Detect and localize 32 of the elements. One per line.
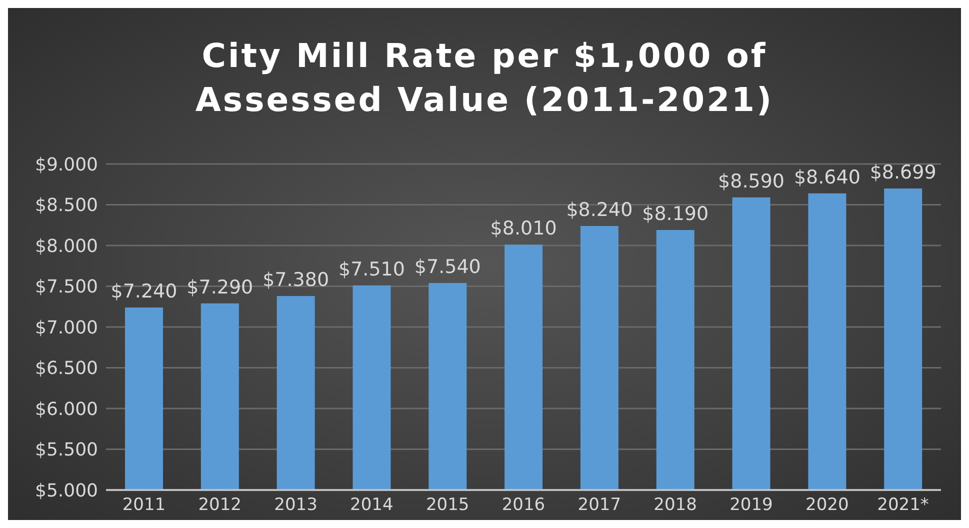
x-tick-label: 2015 bbox=[426, 495, 470, 516]
y-tick-label: $7.500 bbox=[35, 276, 98, 298]
y-tick-label: $6.000 bbox=[35, 398, 98, 420]
y-tick-label: $7.000 bbox=[35, 317, 98, 338]
y-tick-label: $5.500 bbox=[35, 440, 98, 461]
x-tick-label: 2018 bbox=[654, 495, 697, 516]
data-label: $7.380 bbox=[262, 269, 330, 292]
y-tick-label: $8.500 bbox=[35, 195, 98, 216]
x-tick-label: 2017 bbox=[578, 495, 622, 516]
data-label: $8.590 bbox=[718, 170, 785, 192]
x-tick-label: 2021* bbox=[877, 495, 929, 516]
y-tick-label: $9.000 bbox=[35, 154, 98, 176]
data-label: $8.190 bbox=[642, 203, 709, 226]
x-tick-label: 2016 bbox=[502, 495, 546, 516]
data-label: $8.699 bbox=[870, 162, 936, 184]
data-label: $7.290 bbox=[186, 276, 254, 298]
x-tick-label: 2011 bbox=[122, 495, 166, 516]
y-tick-label: $6.500 bbox=[35, 358, 98, 380]
y-tick-label: $8.000 bbox=[35, 236, 98, 257]
data-label: $7.240 bbox=[110, 280, 178, 302]
x-tick-label: 2013 bbox=[274, 495, 318, 516]
data-label: $7.510 bbox=[338, 258, 405, 280]
x-tick-label: 2020 bbox=[806, 495, 849, 516]
data-label: $7.540 bbox=[414, 256, 481, 278]
y-tick-label: $5.000 bbox=[35, 480, 98, 502]
chart-title: City Mill Rate per $1,000 of Assessed Value (2011-2021) bbox=[194, 35, 775, 121]
x-tick-label: 2014 bbox=[350, 495, 394, 516]
x-tick-label: 2012 bbox=[198, 495, 242, 516]
data-label: $8.010 bbox=[490, 218, 557, 240]
data-label: $8.240 bbox=[566, 198, 633, 221]
data-label: $8.640 bbox=[794, 166, 860, 188]
x-tick-label: 2019 bbox=[730, 495, 773, 516]
